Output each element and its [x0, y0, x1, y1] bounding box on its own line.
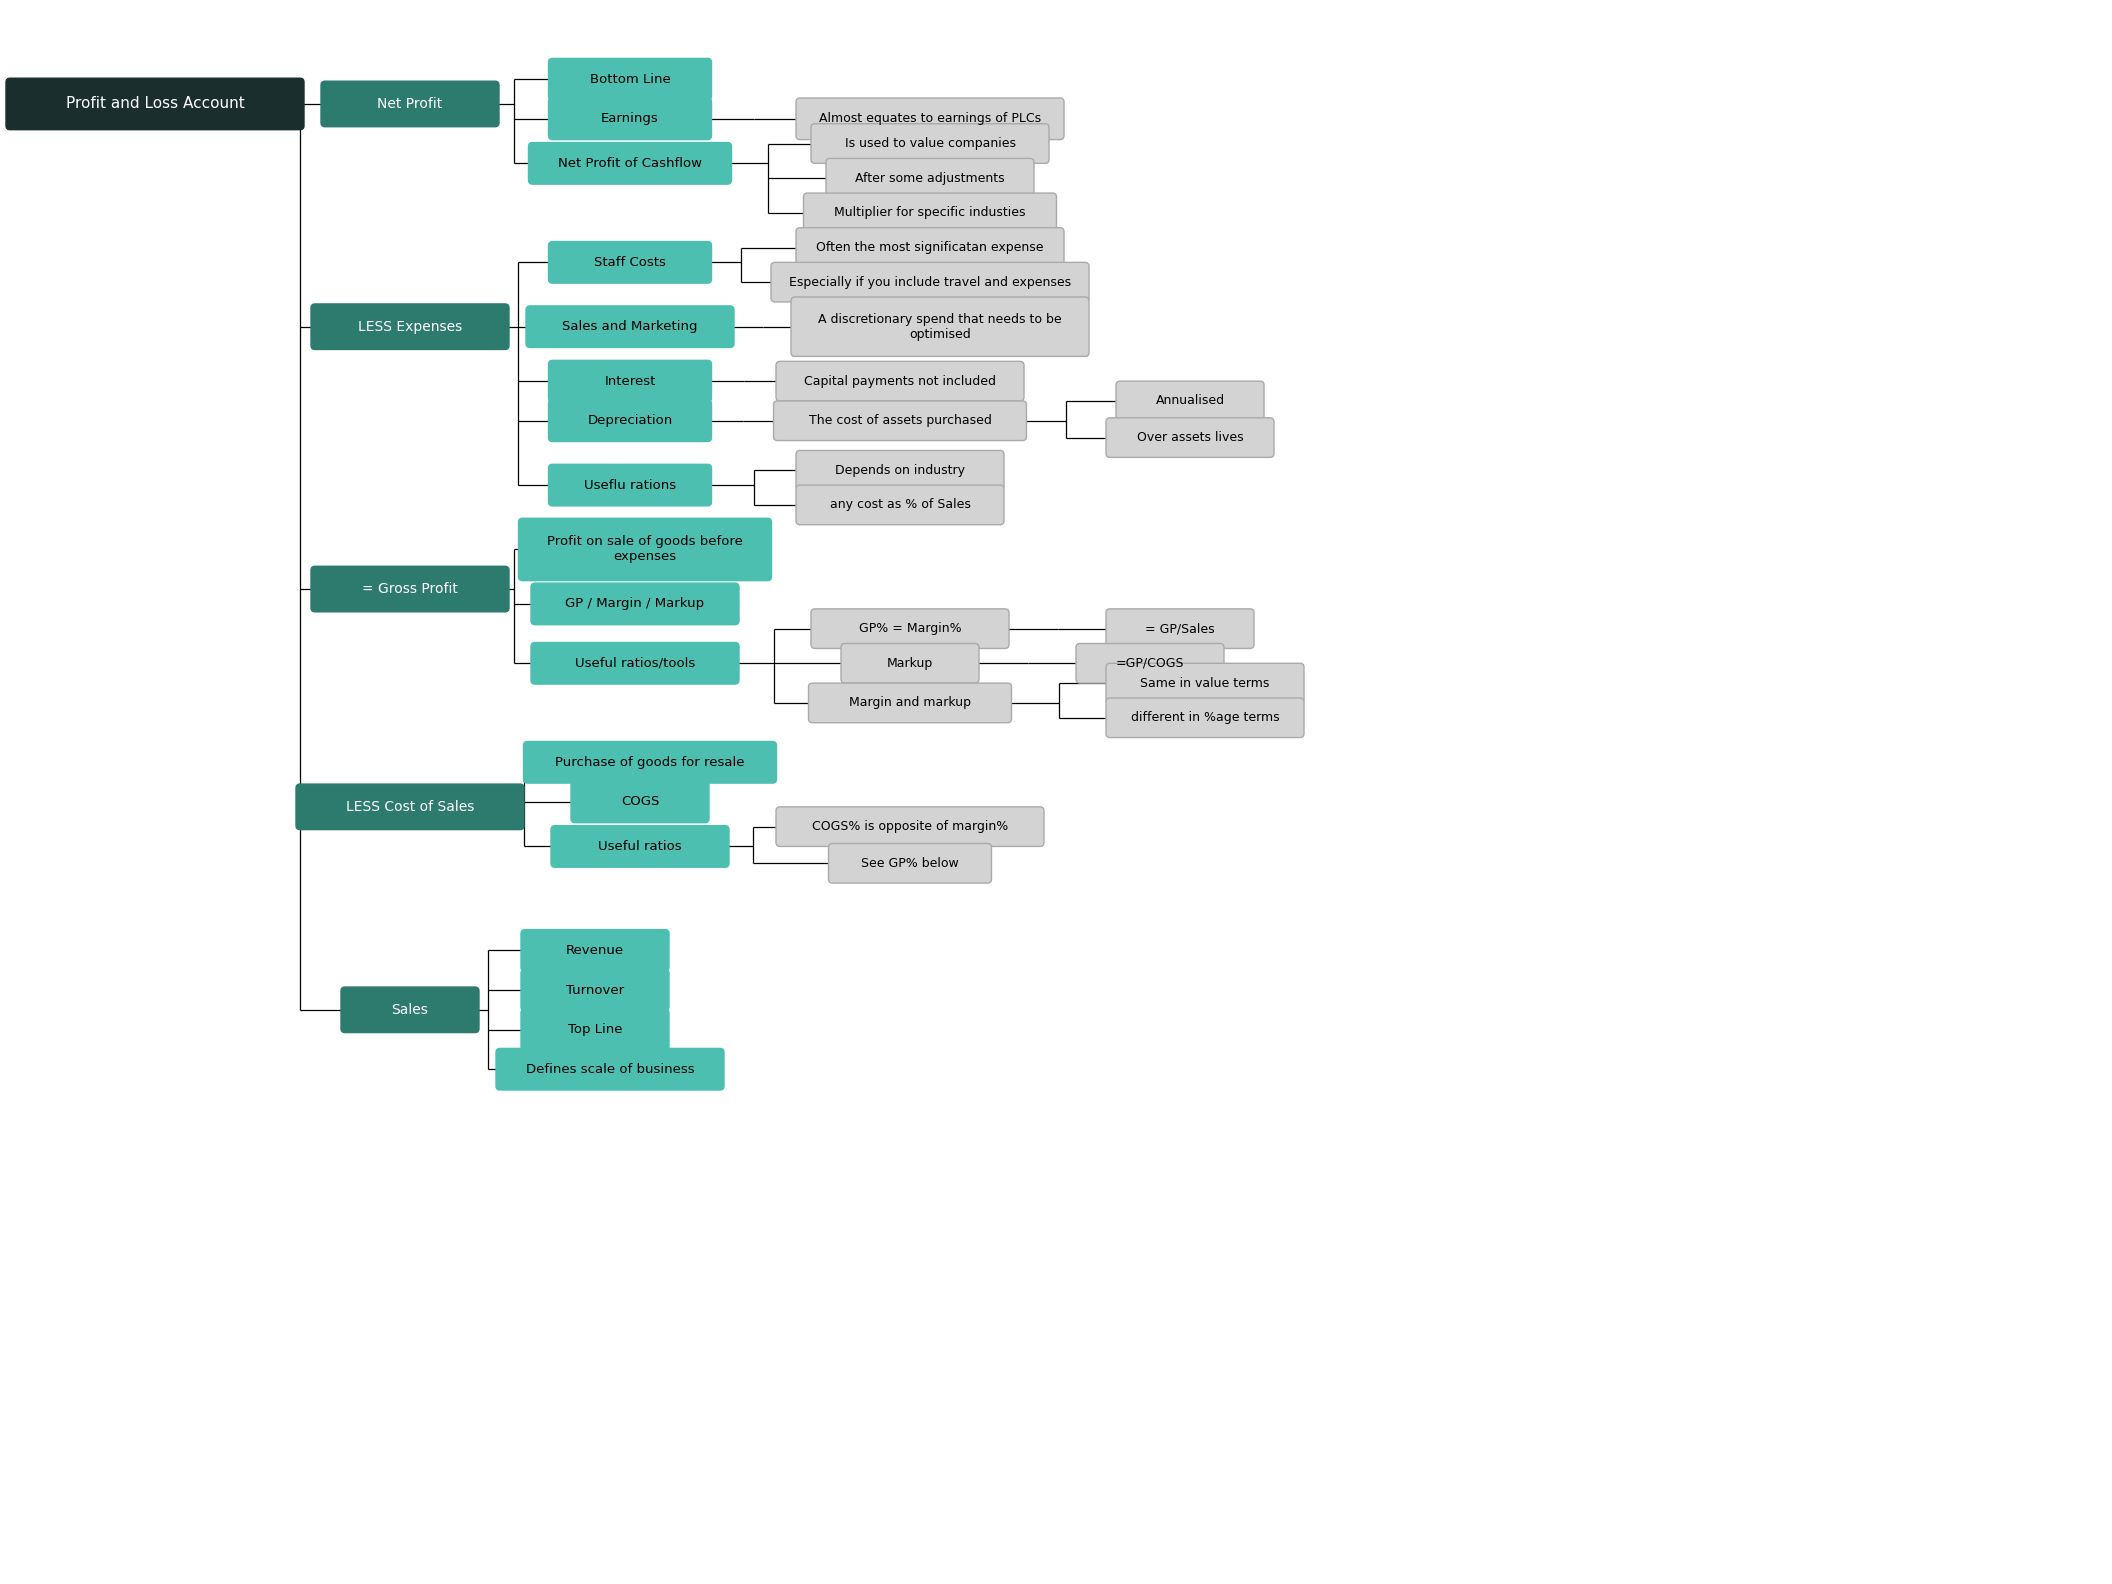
Text: Top Line: Top Line	[568, 1023, 623, 1036]
FancyBboxPatch shape	[803, 193, 1056, 233]
Text: Purchase of goods for resale: Purchase of goods for resale	[555, 756, 746, 768]
FancyBboxPatch shape	[496, 1049, 724, 1090]
FancyBboxPatch shape	[811, 608, 1010, 648]
FancyBboxPatch shape	[340, 987, 479, 1033]
Text: After some adjustments: After some adjustments	[855, 171, 1005, 185]
FancyBboxPatch shape	[809, 683, 1012, 722]
FancyBboxPatch shape	[1115, 382, 1263, 421]
Text: Useflu rations: Useflu rations	[583, 478, 676, 491]
Text: any cost as % of Sales: any cost as % of Sales	[830, 499, 969, 512]
Text: Sales and Marketing: Sales and Marketing	[562, 320, 697, 333]
Text: GP% = Margin%: GP% = Margin%	[860, 623, 961, 635]
FancyBboxPatch shape	[796, 98, 1064, 139]
FancyBboxPatch shape	[310, 565, 509, 611]
Text: =GP/COGS: =GP/COGS	[1115, 657, 1185, 670]
Text: Net Profit: Net Profit	[378, 97, 444, 111]
Text: = Gross Profit: = Gross Profit	[361, 581, 458, 596]
Text: The cost of assets purchased: The cost of assets purchased	[809, 415, 991, 428]
FancyBboxPatch shape	[522, 1009, 670, 1050]
FancyBboxPatch shape	[826, 158, 1035, 198]
Text: Capital payments not included: Capital payments not included	[805, 375, 997, 388]
Text: Profit on sale of goods before
expenses: Profit on sale of goods before expenses	[547, 535, 743, 564]
FancyBboxPatch shape	[321, 81, 498, 127]
FancyBboxPatch shape	[522, 930, 670, 971]
Text: Net Profit of Cashflow: Net Profit of Cashflow	[558, 157, 701, 169]
FancyBboxPatch shape	[522, 969, 670, 1011]
Text: Useful ratios/tools: Useful ratios/tools	[574, 657, 695, 670]
Text: GP / Margin / Markup: GP / Margin / Markup	[566, 597, 705, 610]
Text: Markup: Markup	[887, 657, 934, 670]
FancyBboxPatch shape	[549, 464, 712, 505]
Text: Depreciation: Depreciation	[587, 415, 672, 428]
Text: A discretionary spend that needs to be
optimised: A discretionary spend that needs to be o…	[817, 312, 1062, 341]
Text: See GP% below: See GP% below	[862, 857, 959, 870]
Text: Annualised: Annualised	[1155, 394, 1225, 407]
Text: Is used to value companies: Is used to value companies	[845, 138, 1016, 150]
FancyBboxPatch shape	[828, 843, 991, 884]
Text: Staff Costs: Staff Costs	[593, 257, 665, 269]
FancyBboxPatch shape	[771, 263, 1090, 303]
Text: Same in value terms: Same in value terms	[1140, 676, 1269, 689]
Text: Depends on industry: Depends on industry	[834, 464, 965, 477]
FancyBboxPatch shape	[796, 485, 1003, 524]
Text: Revenue: Revenue	[566, 944, 623, 957]
FancyBboxPatch shape	[528, 143, 731, 184]
Text: COGS: COGS	[621, 795, 659, 808]
FancyBboxPatch shape	[792, 298, 1090, 356]
Text: LESS Expenses: LESS Expenses	[357, 320, 463, 334]
FancyBboxPatch shape	[841, 643, 980, 683]
Text: LESS Cost of Sales: LESS Cost of Sales	[346, 800, 475, 814]
FancyBboxPatch shape	[551, 825, 729, 868]
Text: Multiplier for specific industies: Multiplier for specific industies	[834, 206, 1026, 219]
FancyBboxPatch shape	[811, 124, 1050, 163]
Text: Bottom Line: Bottom Line	[589, 73, 670, 86]
Text: Interest: Interest	[604, 375, 655, 388]
Text: = GP/Sales: = GP/Sales	[1145, 623, 1214, 635]
Text: Profit and Loss Account: Profit and Loss Account	[65, 97, 245, 111]
Text: different in %age terms: different in %age terms	[1130, 711, 1280, 724]
Text: Often the most significatan expense: Often the most significatan expense	[815, 241, 1043, 253]
FancyBboxPatch shape	[1075, 643, 1225, 683]
FancyBboxPatch shape	[520, 518, 771, 581]
FancyBboxPatch shape	[310, 304, 509, 350]
FancyBboxPatch shape	[796, 228, 1064, 268]
FancyBboxPatch shape	[530, 583, 739, 624]
FancyBboxPatch shape	[549, 399, 712, 442]
FancyBboxPatch shape	[1107, 608, 1255, 648]
Text: Margin and markup: Margin and markup	[849, 697, 972, 710]
FancyBboxPatch shape	[530, 643, 739, 684]
Text: Earnings: Earnings	[602, 112, 659, 125]
FancyBboxPatch shape	[570, 781, 710, 822]
FancyBboxPatch shape	[775, 361, 1024, 401]
Text: Turnover: Turnover	[566, 984, 623, 996]
FancyBboxPatch shape	[524, 741, 777, 782]
Text: Over assets lives: Over assets lives	[1136, 431, 1244, 444]
FancyBboxPatch shape	[6, 78, 304, 130]
FancyBboxPatch shape	[296, 784, 524, 830]
FancyBboxPatch shape	[796, 450, 1003, 489]
FancyBboxPatch shape	[549, 59, 712, 100]
FancyBboxPatch shape	[526, 306, 735, 347]
Text: Almost equates to earnings of PLCs: Almost equates to earnings of PLCs	[819, 112, 1041, 125]
FancyBboxPatch shape	[1107, 699, 1303, 738]
Text: Sales: Sales	[391, 1003, 429, 1017]
Text: Useful ratios: Useful ratios	[598, 840, 682, 852]
Text: COGS% is opposite of margin%: COGS% is opposite of margin%	[811, 821, 1007, 833]
Text: Defines scale of business: Defines scale of business	[526, 1063, 695, 1076]
FancyBboxPatch shape	[1107, 664, 1303, 703]
FancyBboxPatch shape	[1107, 418, 1274, 458]
Text: Especially if you include travel and expenses: Especially if you include travel and exp…	[790, 276, 1071, 288]
FancyBboxPatch shape	[773, 401, 1026, 440]
FancyBboxPatch shape	[549, 361, 712, 402]
FancyBboxPatch shape	[549, 98, 712, 139]
FancyBboxPatch shape	[775, 806, 1043, 846]
FancyBboxPatch shape	[549, 242, 712, 284]
